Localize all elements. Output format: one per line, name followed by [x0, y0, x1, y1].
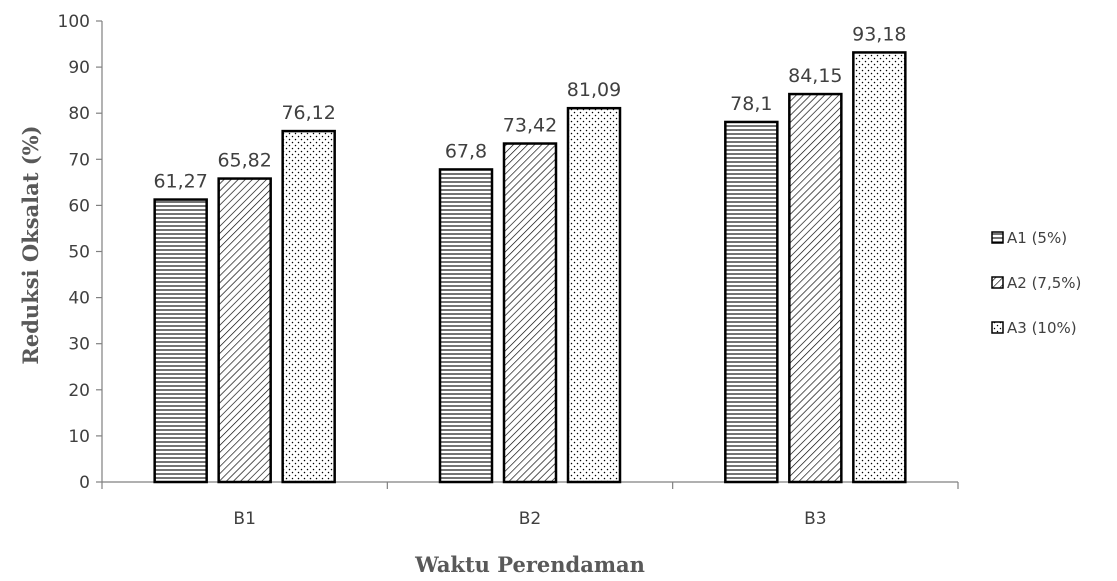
- bar: [438, 168, 494, 484]
- data-label: 76,12: [281, 102, 335, 124]
- x-axis-title: Waktu Perendaman: [414, 552, 645, 577]
- data-label: 67,8: [445, 140, 487, 162]
- legend: A1 (5%) A2 (7,5%) A3 (10%): [991, 229, 1081, 337]
- legend-swatch: [991, 231, 1004, 244]
- bars: [153, 51, 907, 484]
- y-tick-label: 60: [68, 196, 90, 216]
- x-tick-label: B3: [804, 509, 826, 529]
- bar: [724, 120, 779, 484]
- legend-label: A1 (5%): [1007, 229, 1067, 247]
- y-axis-title: Reduksi Oksalat (%): [18, 125, 43, 364]
- y-tick-label: 20: [68, 381, 90, 401]
- y-tick-label: 100: [58, 12, 90, 32]
- x-axis: B1 B2 B3: [101, 481, 959, 529]
- data-label: 61,27: [153, 171, 207, 193]
- data-label: 93,18: [852, 23, 906, 45]
- bar: [502, 142, 558, 484]
- data-label: 73,42: [503, 115, 557, 137]
- x-tick-label: B2: [519, 509, 541, 529]
- y-tick-label: 50: [68, 243, 90, 263]
- bar: [852, 51, 907, 484]
- legend-swatch: [991, 276, 1004, 289]
- y-tick-label: 10: [68, 427, 90, 447]
- data-label: 81,09: [567, 79, 621, 101]
- y-tick-label: 30: [68, 335, 90, 355]
- legend-label: A3 (10%): [1007, 319, 1077, 337]
- bar: [217, 177, 272, 484]
- x-tick-label: B1: [233, 509, 255, 529]
- data-label: 78,1: [730, 93, 772, 115]
- y-tick-label: 70: [68, 150, 90, 170]
- y-axis: 0 10 20 30 40 50 60 70 80 90 100: [58, 12, 103, 493]
- bar: [281, 129, 336, 484]
- y-tick-label: 40: [68, 289, 90, 309]
- y-tick-label: 0: [79, 473, 90, 493]
- y-tick-label: 80: [68, 104, 90, 124]
- data-label: 84,15: [788, 65, 842, 87]
- data-label: 65,82: [217, 150, 271, 172]
- legend-label: A2 (7,5%): [1007, 274, 1081, 292]
- data-labels: 61,27 65,82 76,12 67,8 73,42 81,09 78,1 84,15 93…: [153, 23, 906, 192]
- bar: [788, 92, 843, 484]
- legend-swatch: [991, 321, 1004, 334]
- bar: [566, 106, 622, 484]
- bar: [153, 198, 208, 484]
- y-tick-label: 90: [68, 58, 90, 78]
